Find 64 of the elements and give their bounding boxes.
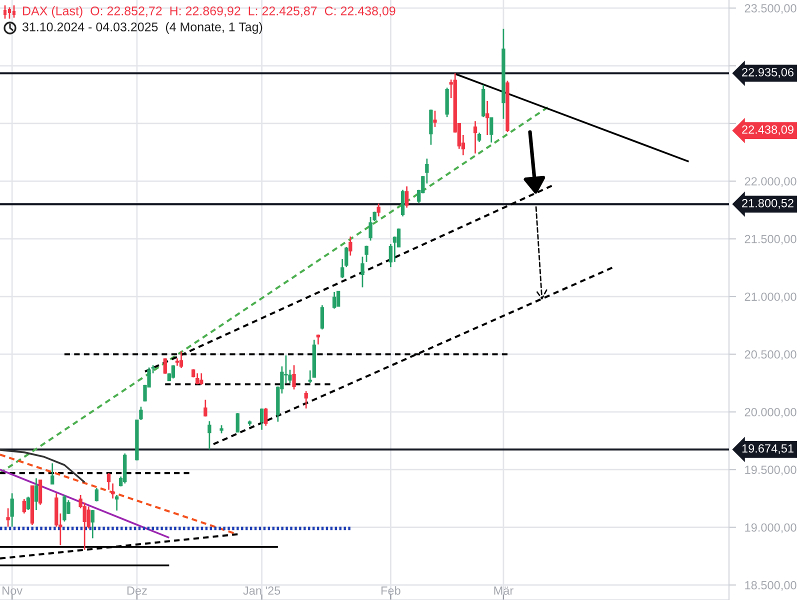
x-tick-label: Jan '25	[243, 586, 280, 595]
candlestick	[429, 108, 433, 146]
y-tick-label: 22.000,00	[744, 177, 796, 187]
ref-line-label: 22.935,06	[742, 68, 794, 78]
candlestick	[62, 494, 66, 522]
line-series	[0, 449, 86, 484]
candlestick	[163, 358, 167, 375]
candlestick	[400, 189, 405, 218]
candlestick	[332, 291, 336, 310]
candlestick	[82, 502, 86, 551]
candlestick	[404, 186, 409, 208]
y-tick-label: 20.500,00	[744, 350, 796, 360]
candlestick	[364, 245, 368, 263]
candlestick	[304, 390, 308, 410]
candlestick	[10, 492, 14, 528]
candlestick	[26, 496, 30, 511]
candlestick	[6, 508, 10, 528]
candlestick	[473, 120, 478, 154]
candlestick	[336, 290, 340, 307]
ref-line-label: 21.800,52	[742, 198, 794, 209]
x-tick-label: Mär	[494, 586, 514, 595]
candlestick	[94, 487, 98, 502]
candlestick	[348, 236, 352, 256]
candlestick	[90, 509, 94, 539]
candlestick	[433, 110, 437, 128]
candlestick	[106, 472, 111, 491]
candlestick	[368, 216, 372, 242]
text: 22.438,09	[742, 125, 794, 136]
y-tick-label: 19.000,00	[745, 523, 796, 534]
x-tick-label: Nov	[2, 586, 23, 595]
candlestick	[477, 132, 482, 143]
candlestick	[110, 482, 115, 500]
candlestick	[486, 100, 490, 136]
candlestick	[264, 407, 268, 426]
candlestick	[50, 462, 54, 485]
y-tick-label: 21.500,00	[744, 234, 796, 245]
candlestick	[376, 202, 380, 218]
y-tick-label: 19.500,00	[745, 466, 796, 476]
text: 31.10.2024 - 04.03.2025 (4 Monate, 1 Tag)	[22, 22, 262, 34]
y-tick-label: 20.000,00	[744, 408, 796, 418]
candlestick	[38, 479, 42, 506]
candlestick	[22, 498, 26, 514]
y-tick-label: 23.500,00	[744, 4, 796, 14]
candlestick	[208, 420, 212, 450]
candlestick	[236, 412, 240, 433]
candlestick	[292, 364, 296, 390]
candlestick	[320, 304, 324, 330]
candlestick	[260, 408, 264, 431]
candlestick	[200, 372, 204, 386]
ref-line-label: 19.674,51	[742, 444, 794, 454]
candlestick	[114, 494, 119, 512]
candlestick	[360, 256, 364, 288]
y-tick-label: 18.500,00	[745, 581, 796, 591]
candlestick	[316, 334, 320, 346]
chart-title: DAX (Last) O: 22.852,72 H: 22.869,92 L: 22.425,87 C: 22.438,09	[23, 6, 396, 18]
x-tick-label: Dez	[127, 586, 147, 595]
candlestick	[171, 364, 176, 380]
candlestick	[204, 399, 208, 418]
y-tick-label: 21.000,00	[744, 292, 796, 302]
candlestick	[179, 350, 184, 369]
x-tick-label: Feb	[381, 586, 400, 595]
candlestick	[490, 116, 494, 144]
candlestick	[388, 243, 393, 268]
candlestick	[34, 478, 38, 511]
